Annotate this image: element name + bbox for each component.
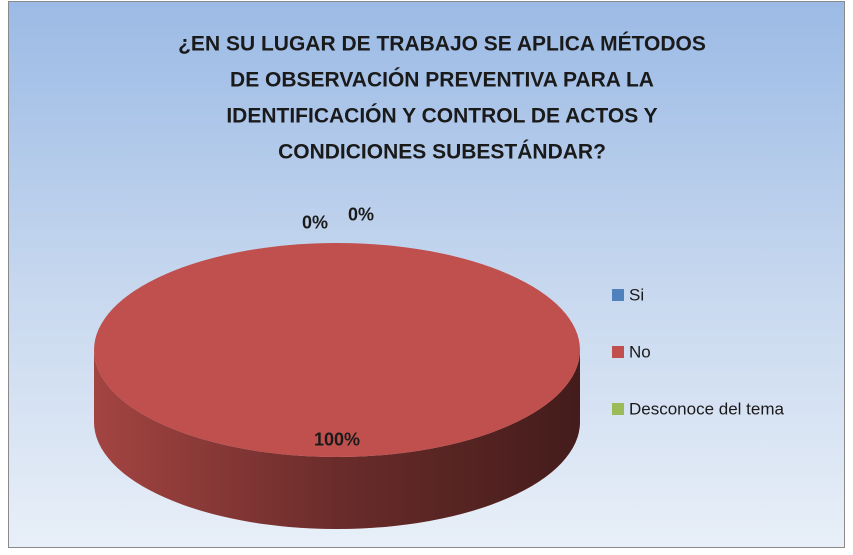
legend-swatch <box>612 403 624 415</box>
legend-label: Si <box>629 285 644 304</box>
chart-title: CONDICIONES SUBESTÁNDAR? <box>278 141 606 164</box>
legend-label: No <box>629 342 651 361</box>
data-label: 0% <box>302 212 328 232</box>
slice-side-shade <box>94 350 580 529</box>
chart-title: IDENTIFICACIÓN Y CONTROL DE ACTOS Y <box>226 104 657 128</box>
data-label: 100% <box>314 430 360 450</box>
chart-title: DE OBSERVACIÓN PREVENTIVA PARA LA <box>230 68 654 92</box>
data-label: 0% <box>348 204 374 224</box>
legend-swatch <box>612 289 624 301</box>
legend-swatch <box>612 346 624 358</box>
chart-title: ¿EN SU LUGAR DE TRABAJO SE APLICA MÉTODO… <box>178 33 706 56</box>
slice <box>94 243 580 457</box>
legend-label: Desconoce del tema <box>629 399 785 418</box>
